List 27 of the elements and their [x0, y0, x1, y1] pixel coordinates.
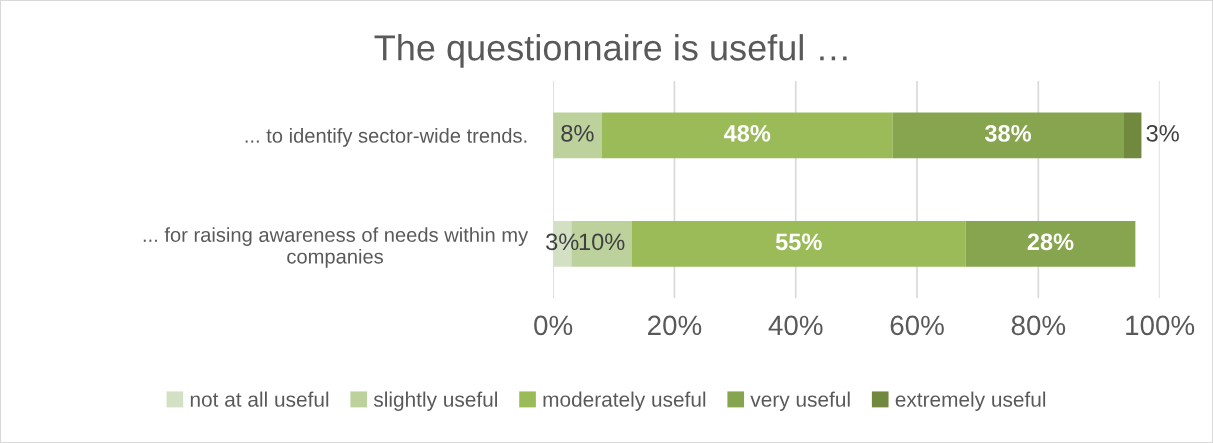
y-tick-label: ... to identify sector-wide trends. — [245, 128, 527, 147]
x-tick-label: 80% — [1011, 315, 1066, 336]
data-label: 3% — [546, 233, 579, 251]
bar — [601, 112, 893, 159]
legend-label: very useful — [750, 391, 850, 411]
chart-title: The questionnaire is useful … — [374, 34, 847, 68]
data-label: 55% — [775, 233, 822, 251]
x-tick-label: 100% — [1126, 315, 1195, 336]
y-tick-label: ... for raising awareness of needs within my companies — [143, 227, 529, 268]
data-label: 3% — [1146, 124, 1179, 142]
legend-label: slightly useful — [373, 391, 497, 411]
x-tick-label: 20% — [648, 315, 702, 336]
legend-label: moderately useful — [543, 391, 706, 411]
bar — [892, 112, 1124, 159]
data-label: 48% — [723, 124, 771, 142]
legend-label: extremely useful — [895, 391, 1046, 411]
legend-label: not at all useful — [190, 391, 329, 407]
bar — [631, 221, 966, 267]
data-label: 38% — [984, 124, 1032, 142]
bar — [1123, 112, 1142, 159]
bar — [965, 221, 1136, 267]
x-tick-label: 0% — [534, 315, 573, 336]
data-label: 10% — [579, 233, 625, 251]
x-tick-label: 60% — [890, 315, 944, 336]
data-label: 28% — [1027, 233, 1074, 251]
data-label: 8% — [561, 124, 594, 142]
x-tick-label: 40% — [768, 315, 823, 336]
